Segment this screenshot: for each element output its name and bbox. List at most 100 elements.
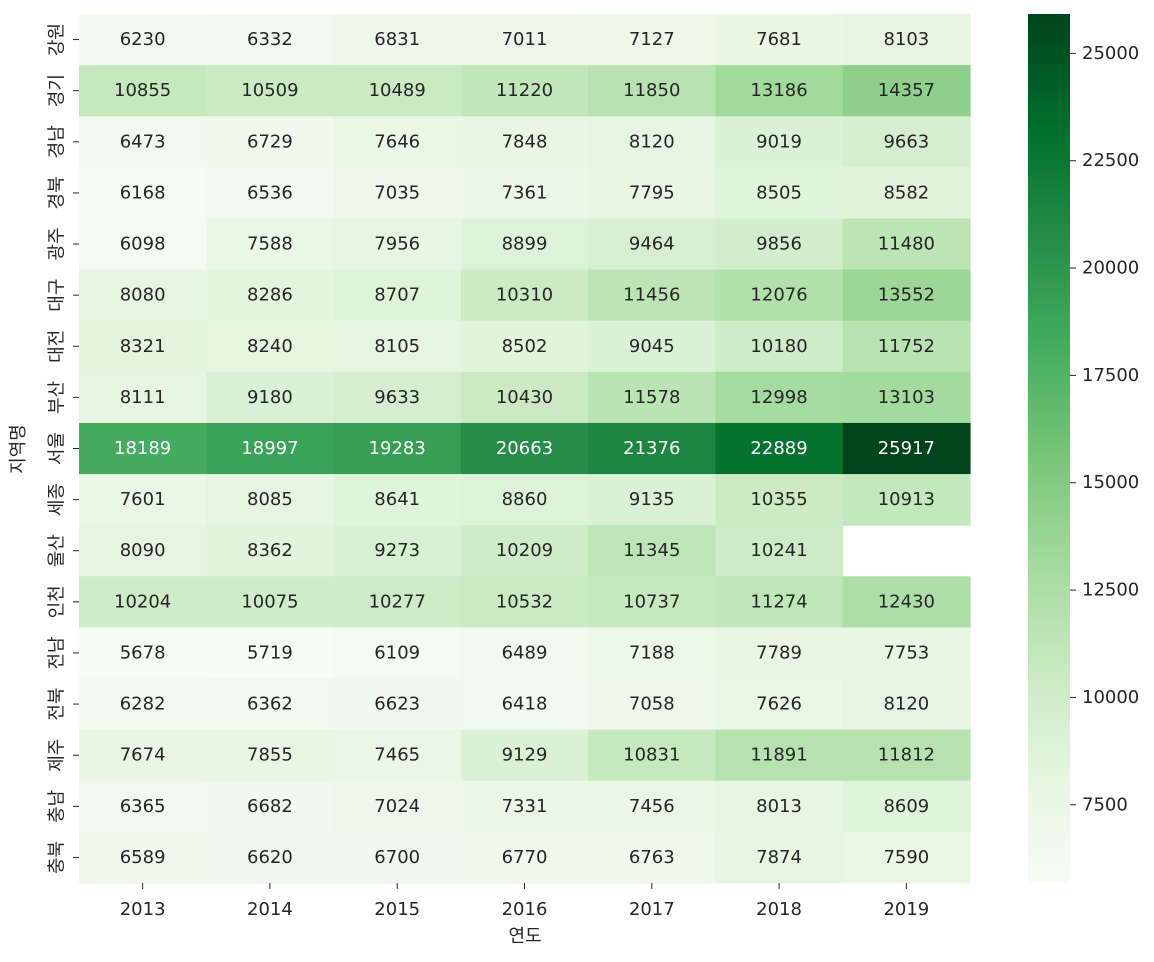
- heatmap-cell: [715, 576, 844, 629]
- heatmap-cell: [460, 320, 589, 373]
- y-tick-label: 광주: [47, 227, 68, 260]
- heatmap-cell-label: 10831: [623, 745, 680, 766]
- heatmap-cell: [206, 474, 335, 526]
- heatmap-cell-label: 8362: [247, 540, 293, 561]
- x-tick-label: 2018: [756, 899, 802, 920]
- heatmap-cell: [588, 576, 717, 629]
- heatmap-cell-label: 6536: [247, 182, 293, 203]
- heatmap-cell-label: 10355: [750, 489, 807, 510]
- heatmap-cell-label: 11345: [623, 540, 680, 561]
- heatmap-cell: [79, 371, 207, 424]
- heatmap-cell: [79, 422, 207, 475]
- heatmap-cell: [715, 422, 844, 475]
- heatmap-cell: [206, 422, 335, 475]
- heatmap-cell-label: 11891: [750, 745, 807, 766]
- heatmap-cell: [79, 167, 207, 220]
- heatmap-cell-label: 6729: [247, 131, 293, 152]
- heatmap-cell: [333, 218, 462, 271]
- heatmap-cell-label: 7188: [629, 642, 675, 663]
- heatmap-cell: [79, 729, 207, 782]
- heatmap-cell: [715, 678, 844, 731]
- heatmap-cell: [206, 729, 335, 782]
- heatmap-cell-label: 7681: [756, 29, 802, 50]
- y-tick-label: 서울: [47, 432, 68, 465]
- heatmap-cell-label: 11220: [496, 80, 553, 101]
- heatmap-cell-label: 14357: [878, 80, 935, 101]
- colorbar-tick-label: 25000: [1082, 43, 1139, 64]
- heatmap-cell-label: 9180: [247, 387, 293, 408]
- heatmap-cell: [206, 371, 335, 424]
- heatmap-cell-label: 11480: [878, 234, 935, 255]
- heatmap-cell-label: 7626: [756, 694, 802, 715]
- heatmap-cell: [333, 65, 462, 117]
- heatmap-cell-label: 10310: [496, 285, 553, 306]
- heatmap-cell: [588, 627, 717, 680]
- colorbar-tick-label: 15000: [1082, 472, 1139, 493]
- y-tick-label: 경북: [47, 176, 68, 209]
- heatmap-cell: [588, 14, 717, 66]
- heatmap-cell: [206, 14, 335, 66]
- heatmap-cell-label: 20663: [496, 438, 553, 459]
- heatmap-cell-label: 8120: [629, 131, 675, 152]
- heatmap-cell: [842, 116, 971, 168]
- y-tick-label: 대전: [47, 330, 68, 363]
- heatmap-cell: [79, 780, 207, 833]
- heatmap-cell-label: 6473: [120, 131, 166, 152]
- heatmap-cell: [79, 269, 207, 322]
- colorbar-tick-label: 20000: [1082, 258, 1139, 279]
- heatmap-cell-label: 10855: [114, 80, 171, 101]
- heatmap-cell-label: 13552: [878, 285, 935, 306]
- heatmap-cell: [842, 831, 971, 884]
- heatmap-cell-label: 8090: [120, 540, 166, 561]
- heatmap-cell-label: 18997: [241, 438, 298, 459]
- heatmap-cell: [79, 576, 207, 629]
- heatmap-cell-label: 8085: [247, 489, 293, 510]
- heatmap-cell-label: 13186: [750, 80, 807, 101]
- heatmap-cell-label: 10204: [114, 591, 171, 612]
- heatmap-cell-label: 18189: [114, 438, 171, 459]
- heatmap-cell: [333, 371, 462, 424]
- heatmap-cell-label: 7331: [502, 796, 548, 817]
- heatmap-cell-label: 9464: [629, 234, 675, 255]
- heatmap-cell: [206, 576, 335, 629]
- heatmap-cell: [460, 525, 589, 577]
- heatmap-cell-label: 12076: [750, 285, 807, 306]
- y-tick-label: 인천: [47, 585, 68, 618]
- heatmap-cell: [460, 576, 589, 629]
- heatmap-cell: [333, 729, 462, 782]
- heatmap-cell-label: 8286: [247, 285, 293, 306]
- heatmap-cell: [79, 678, 207, 731]
- heatmap-cell-label: 8707: [374, 285, 420, 306]
- heatmap-cell-label: 6770: [502, 847, 548, 868]
- heatmap-cell: [715, 116, 844, 168]
- heatmap-cell-label: 7465: [374, 745, 420, 766]
- heatmap-cell-label: 9856: [756, 234, 802, 255]
- heatmap-cell-label: 6230: [120, 29, 166, 50]
- heatmap-cell: [715, 218, 844, 271]
- heatmap-cell: [333, 780, 462, 833]
- heatmap-cell: [460, 218, 589, 271]
- heatmap-cell-label: 6489: [502, 642, 548, 663]
- heatmap-cell: [842, 627, 971, 680]
- y-tick-label: 경기: [47, 74, 68, 107]
- x-tick-label: 2017: [629, 899, 675, 920]
- y-tick-label: 강원: [47, 23, 68, 56]
- heatmap-cell: [460, 831, 589, 884]
- heatmap-cell-label: 10913: [878, 489, 935, 510]
- heatmap-cell-label: 10489: [369, 80, 426, 101]
- x-axis-label: 연도: [508, 926, 541, 947]
- heatmap-cell-label: 8103: [883, 29, 929, 50]
- heatmap-cell-label: 7646: [374, 131, 420, 152]
- heatmap-cell-label: 8641: [374, 489, 420, 510]
- heatmap-cell-label: 6109: [374, 642, 420, 663]
- heatmap-cell: [715, 474, 844, 526]
- heatmap-cell: [460, 678, 589, 731]
- heatmap-cell-label: 7058: [629, 694, 675, 715]
- heatmap-cell: [333, 525, 462, 577]
- heatmap-cell: [460, 371, 589, 424]
- heatmap-cell-label: 7011: [502, 29, 548, 50]
- heatmap-cell-label: 6098: [120, 234, 166, 255]
- heatmap-cell-label: 7874: [756, 847, 802, 868]
- colorbar-tick-label: 10000: [1082, 687, 1139, 708]
- heatmap-cell: [460, 269, 589, 322]
